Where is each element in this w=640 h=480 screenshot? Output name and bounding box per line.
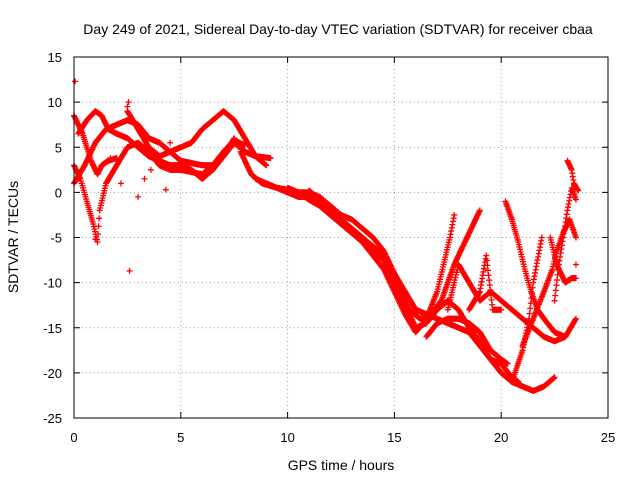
y-axis-tick-labels: -25 -20 -15 -10 -5 0 5 10 15: [43, 50, 62, 426]
plot-frame: [73, 56, 609, 419]
data-point-marker: [526, 310, 533, 317]
data-point-marker: [113, 155, 120, 162]
data-point-marker: [141, 175, 148, 182]
series-trace-13: [502, 198, 569, 340]
data-point-marker: [476, 207, 483, 214]
data-point-marker: [95, 223, 102, 230]
series-isolated-points: [72, 78, 174, 274]
data-point-marker: [538, 234, 545, 241]
data-point-marker: [267, 155, 274, 162]
data-point-marker: [162, 186, 169, 193]
y-tick-label: 0: [55, 185, 62, 200]
chart-title: Day 249 of 2021, Sidereal Day-to-day VTE…: [83, 21, 593, 37]
data-points: [71, 78, 582, 394]
data-point-marker: [552, 292, 559, 299]
x-tick-label: 5: [177, 430, 184, 445]
data-point-marker: [553, 282, 560, 289]
data-point-marker: [126, 267, 133, 274]
data-point-marker: [552, 287, 559, 294]
data-point-marker: [528, 295, 535, 302]
data-point-marker: [95, 231, 102, 238]
y-tick-label: -20: [43, 366, 62, 381]
y-tick-label: 10: [48, 95, 62, 110]
series-trace-10: [423, 315, 511, 367]
series-trace-17: [551, 184, 579, 304]
x-tick-label: 0: [70, 430, 77, 445]
series-trace-3: [71, 117, 248, 187]
data-point-marker: [527, 300, 534, 307]
data-point-marker: [451, 211, 458, 218]
y-tick-label: -15: [43, 321, 62, 336]
data-point-marker: [167, 139, 174, 146]
data-point-marker: [231, 135, 238, 142]
data-point-marker: [504, 360, 511, 367]
series-trace-18: [564, 157, 582, 194]
data-point-marker: [263, 162, 270, 169]
data-point-marker: [529, 284, 536, 291]
series-trace-9: [305, 187, 522, 385]
series-trace-8: [284, 184, 458, 336]
data-point-marker: [551, 297, 558, 304]
y-axis-label: SDTVAR / TECUs: [5, 181, 21, 293]
data-point-marker: [572, 315, 579, 322]
y-tick-label: 15: [48, 50, 62, 65]
data-point-marker: [575, 187, 582, 194]
y-tick-label: -10: [43, 276, 62, 291]
y-tick-label: -25: [43, 411, 62, 426]
series-trace-5: [124, 108, 270, 169]
data-point-marker: [572, 275, 579, 282]
data-point-marker: [562, 333, 569, 340]
data-point-marker: [555, 266, 562, 273]
x-tick-label: 20: [494, 430, 508, 445]
data-point-marker: [527, 305, 534, 312]
grid-lines: [74, 57, 608, 418]
data-point-marker: [554, 271, 561, 278]
data-point-marker: [515, 378, 522, 385]
data-point-marker: [529, 289, 536, 296]
x-axis-tick-labels: 0 5 10 15 20 25: [70, 430, 615, 445]
data-point-marker: [72, 78, 79, 85]
data-point-marker: [572, 234, 579, 241]
x-tick-label: 15: [387, 430, 401, 445]
y-tick-label: 5: [55, 140, 62, 155]
data-point-marker: [124, 103, 131, 110]
data-point-marker: [117, 180, 124, 187]
data-point-marker: [572, 261, 579, 268]
data-point-marker: [135, 193, 142, 200]
series-trace-11: [444, 261, 579, 345]
data-point-marker: [147, 166, 154, 173]
y-tick-label: -5: [50, 231, 62, 246]
data-point-marker: [572, 196, 579, 203]
series-trace-7: [252, 175, 558, 394]
series-trace-12: [466, 252, 505, 313]
series-trace-4: [75, 108, 238, 182]
data-point-marker: [125, 99, 132, 106]
data-point-marker: [96, 215, 103, 222]
x-tick-label: 10: [280, 430, 294, 445]
data-point-marker: [498, 306, 505, 313]
x-tick-label: 25: [601, 430, 615, 445]
data-point-marker: [92, 236, 99, 243]
data-point-marker: [107, 155, 114, 162]
data-point-marker: [551, 374, 558, 381]
x-axis-label: GPS time / hours: [288, 457, 395, 473]
data-point-marker: [554, 277, 561, 284]
